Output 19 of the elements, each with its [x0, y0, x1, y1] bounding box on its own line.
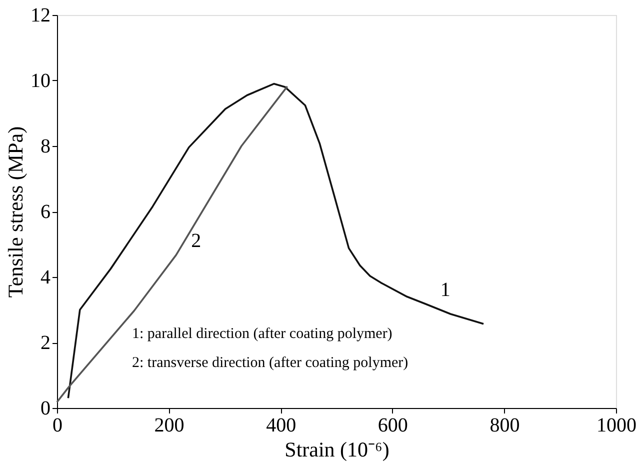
y-tick-label: 4 [40, 266, 50, 288]
x-tick-label: 600 [378, 414, 408, 436]
annotation: 1 [440, 278, 450, 301]
y-axis-title: Tensile stress (MPa) [4, 126, 28, 298]
line-series [67, 82, 484, 400]
x-tick-label: 200 [154, 414, 184, 436]
x-tick-label: 800 [490, 414, 520, 436]
y-tick-label: 12 [30, 4, 50, 26]
annotation: 2 [191, 230, 202, 252]
y-tick-label: 6 [40, 201, 50, 223]
x-tick-label: 400 [266, 414, 296, 436]
annotation: 1: parallel direction (after coating polymer) [132, 326, 392, 342]
y-tick-label: 2 [40, 332, 50, 354]
x-tick-label: 1000 [596, 414, 636, 436]
x-axis-title: Strain (10⁻⁶) [284, 438, 390, 462]
y-tick-label: 10 [30, 70, 50, 92]
y-tick-label: 0 [40, 398, 50, 420]
annotation: 2: transverse direction (after coating polymer) [132, 355, 408, 371]
y-tick-label: 8 [40, 136, 50, 158]
